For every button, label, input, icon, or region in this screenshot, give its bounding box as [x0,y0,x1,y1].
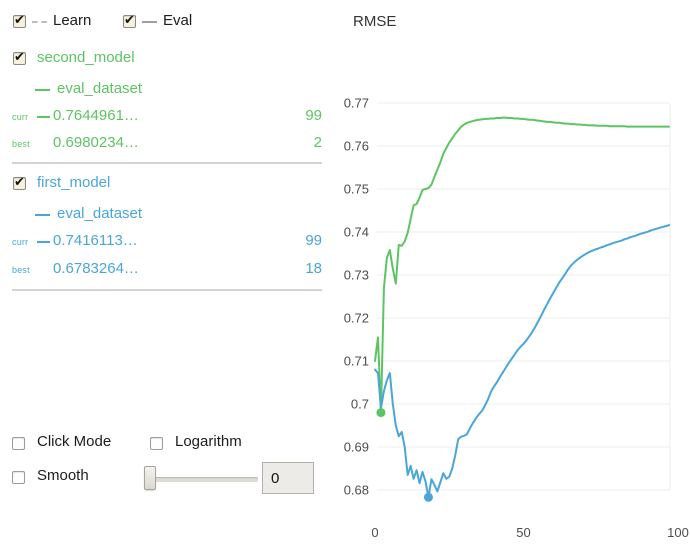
second-model-checkbox[interactable] [13,49,26,65]
model-row-second: second_model [0,49,345,69]
first-model-dataset-row: eval_dataset [0,205,345,225]
series-line-0 [374,116,671,414]
first-curr-row: curr 0.7416113… 99 [0,232,345,252]
divider [12,289,322,291]
first-best-iteration: 18 [305,260,322,277]
metric-line-chart[interactable]: 0.68 0.69 0.7 0.71 0.72 0.73 0.74 0.75 0.76 0.77 0… [330,90,690,555]
divider [12,162,322,164]
second-model-dataset-row: eval_dataset [0,80,345,100]
second-eval-line-sample-icon [35,89,50,91]
learn-eval-row: Learn Eval [0,12,345,32]
y-tick-label: 0.68 [344,483,369,498]
learn-checkbox[interactable] [13,12,26,28]
click-mode-checkbox[interactable] [12,437,25,450]
x-tick-label: 0 [371,525,378,540]
smooth-checkbox[interactable] [12,471,25,484]
click-mode-label: Click Mode [37,433,112,450]
y-tick-label: 0.7 [351,397,369,412]
best-label: best [12,139,30,149]
smooth-slider-handle[interactable] [144,466,156,490]
smooth-value-input[interactable] [262,462,314,494]
second-curr-value: 0.7644961… [53,107,139,124]
curr-line-sample-icon [37,241,50,243]
y-tick-label: 0.71 [344,354,369,369]
best-label: best [12,265,30,275]
y-tick-label: 0.77 [344,96,369,111]
second-model-name: second_model [37,49,135,66]
first-best-row: best 0.6783264… 18 [0,260,345,280]
y-tick-label: 0.74 [344,225,369,240]
logarithm-label: Logarithm [175,433,242,450]
y-tick-label: 0.69 [344,440,369,455]
curr-label: curr [12,237,29,247]
y-tick-label: 0.73 [344,268,369,283]
eval-label: Eval [163,12,193,29]
eval-checkbox[interactable] [123,12,136,28]
legend-panel: Learn Eval second_model eval_dataset cur… [0,0,345,555]
x-tick-label: 100 [667,525,689,540]
x-tick-label: 50 [516,525,530,540]
smooth-label: Smooth [37,467,89,484]
curr-line-sample-icon [37,116,50,118]
first-model-checkbox[interactable] [13,174,26,190]
first-best-value: 0.6783264… [53,260,139,277]
curr-label: curr [12,112,29,122]
first-model-name: first_model [37,174,111,191]
y-tick-label: 0.75 [344,182,369,197]
best-point-marker-1 [423,492,433,502]
first-curr-iteration: 99 [305,232,322,249]
learn-line-sample-icon [32,21,47,23]
second-best-value: 0.6980234… [53,134,139,151]
first-eval-line-sample-icon [35,214,50,216]
second-curr-iteration: 99 [305,107,322,124]
first-curr-value: 0.7416113… [53,232,138,249]
smooth-slider-track[interactable] [146,477,258,482]
first-eval-dataset-label: eval_dataset [57,205,143,222]
model-row-first: first_model [0,174,345,194]
best-point-marker-0 [376,408,386,418]
eval-line-sample-icon [142,21,157,23]
second-best-iteration: 2 [313,134,322,151]
second-eval-dataset-label: eval_dataset [57,80,143,97]
y-tick-label: 0.72 [344,311,369,326]
series-line-1 [374,224,671,499]
y-tick-label: 0.76 [344,139,369,154]
chart-title: RMSE [353,13,397,30]
learn-label: Learn [53,12,92,29]
second-curr-row: curr 0.7644961… 99 [0,107,345,127]
second-best-row: best 0.6980234… 2 [0,134,345,154]
logarithm-checkbox[interactable] [150,437,163,450]
